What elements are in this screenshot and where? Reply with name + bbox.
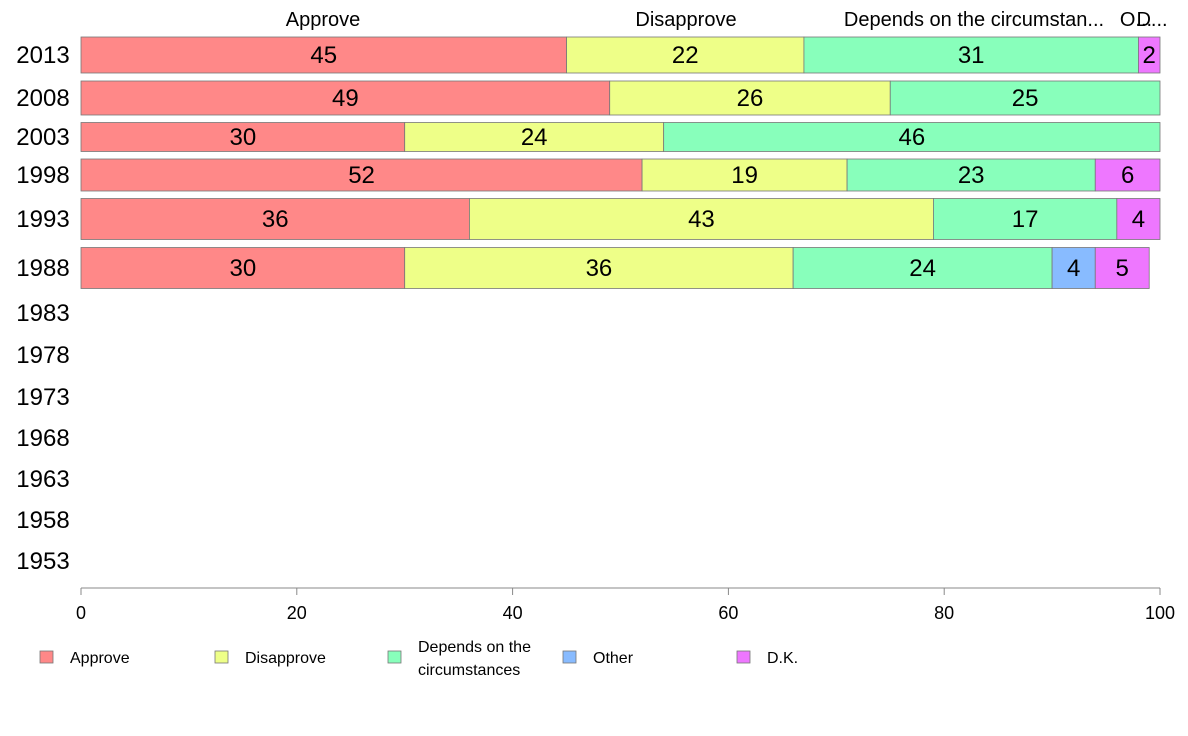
x-tick-label-100: 100 <box>1145 603 1175 623</box>
data-label-2003-1: 24 <box>521 124 548 151</box>
year-label-1978: 1978 <box>16 342 69 369</box>
bar-2013-d-k- <box>1138 36 1161 74</box>
bar-2008-disapprove <box>609 80 891 116</box>
x-tick-label-40: 40 <box>503 603 523 623</box>
data-label-1993-4: 4 <box>1132 206 1145 233</box>
data-label-2008-0: 49 <box>332 85 359 112</box>
x-tick-label-80: 80 <box>934 603 954 623</box>
data-label-2008-1: 26 <box>737 85 764 112</box>
year-label-1993: 1993 <box>16 206 69 233</box>
data-label-1988-2: 24 <box>909 255 936 282</box>
bar-2003-disapprove <box>404 122 665 152</box>
year-label-1988: 1988 <box>16 255 69 282</box>
bar-2013-disapprove <box>566 36 805 74</box>
legend-label-3: Other <box>593 650 634 667</box>
data-label-1998-1: 19 <box>731 162 758 189</box>
legend-swatch-1 <box>214 650 229 664</box>
data-label-2013-0: 45 <box>310 42 337 69</box>
data-label-1993-0: 36 <box>262 206 289 233</box>
x-axis: 0 20 40 60 80 100 <box>76 587 1175 623</box>
data-label-1993-2: 17 <box>1012 206 1039 233</box>
bar-2003-depends-on-the-circumstances <box>663 122 1161 152</box>
bar-1993-approve <box>80 198 470 240</box>
bar-1993-depends-on-the-circumstances <box>933 198 1118 240</box>
data-label-1988-3: 4 <box>1067 255 1080 282</box>
data-label-1988-0: 30 <box>229 255 256 282</box>
bar-1988-depends-on-the-circumstances <box>792 247 1053 289</box>
data-label-1998-4: 6 <box>1121 162 1134 189</box>
x-tick-label-0: 0 <box>76 603 86 623</box>
data-label-2013-2: 31 <box>958 42 985 69</box>
legend-label-4: D.K. <box>767 650 798 667</box>
data-label-1998-2: 23 <box>958 162 985 189</box>
data-label-2013-1: 22 <box>672 42 699 69</box>
year-labels: 2013 2008 2003 1998 1993 1988 1983 1978 1973 1968… <box>16 42 69 575</box>
column-header-0: Approve <box>286 9 361 31</box>
year-label-1998: 1998 <box>16 162 69 189</box>
bar-1998-depends-on-the-circumstances <box>846 158 1096 192</box>
year-label-1958: 1958 <box>16 507 69 534</box>
bar-1998-approve <box>80 158 643 192</box>
legend-label-1: Disapprove <box>245 650 326 667</box>
x-tick-label-60: 60 <box>718 603 738 623</box>
bar-1988-approve <box>80 247 406 289</box>
year-label-2008: 2008 <box>16 85 69 112</box>
data-label-1993-1: 43 <box>688 206 715 233</box>
year-label-2003: 2003 <box>16 124 69 151</box>
legend: Approve Disapprove Depends on the circumsta… <box>39 639 798 679</box>
bar-2008-approve <box>80 80 611 116</box>
data-label-1998-0: 52 <box>348 162 375 189</box>
bar-1988-d-k- <box>1094 247 1150 289</box>
year-label-1983: 1983 <box>16 300 69 327</box>
year-label-1953: 1953 <box>16 548 69 575</box>
data-label-1988-1: 36 <box>586 255 613 282</box>
data-label-2008-2: 25 <box>1012 85 1039 112</box>
data-label-2003-0: 30 <box>229 124 256 151</box>
legend-swatch-3 <box>562 650 577 664</box>
year-label-1963: 1963 <box>16 466 69 493</box>
column-header-2: Depends on the circumstan... <box>844 9 1104 31</box>
bar-2003-approve <box>80 122 406 152</box>
bar-1993-d-k- <box>1116 198 1161 240</box>
column-headers: Approve Disapprove Depends on the circumst… <box>286 9 1168 31</box>
legend-swatch-2 <box>387 650 402 664</box>
year-label-2013: 2013 <box>16 42 69 69</box>
legend-swatch-4 <box>736 650 751 664</box>
data-label-2003-2: 46 <box>898 124 925 151</box>
legend-label-0: Approve <box>70 650 130 667</box>
bar-1993-disapprove <box>469 198 934 240</box>
year-label-1973: 1973 <box>16 384 69 411</box>
bar-1998-d-k- <box>1094 158 1161 192</box>
column-header-3: O... <box>1120 9 1152 31</box>
bar-2008-depends-on-the-circumstances <box>889 80 1161 116</box>
column-header-1: Disapprove <box>635 9 736 31</box>
year-label-1968: 1968 <box>16 425 69 452</box>
x-tick-label-20: 20 <box>287 603 307 623</box>
bar-1998-disapprove <box>641 158 848 192</box>
legend-swatch-0 <box>39 650 54 664</box>
legend-label-2: Depends on the circumstances <box>418 639 531 679</box>
data-label-2013-4: 2 <box>1143 42 1156 69</box>
column-header-4: D... <box>1136 9 1167 31</box>
data-label-1988-4: 5 <box>1116 255 1129 282</box>
bar-1988-disapprove <box>404 247 794 289</box>
